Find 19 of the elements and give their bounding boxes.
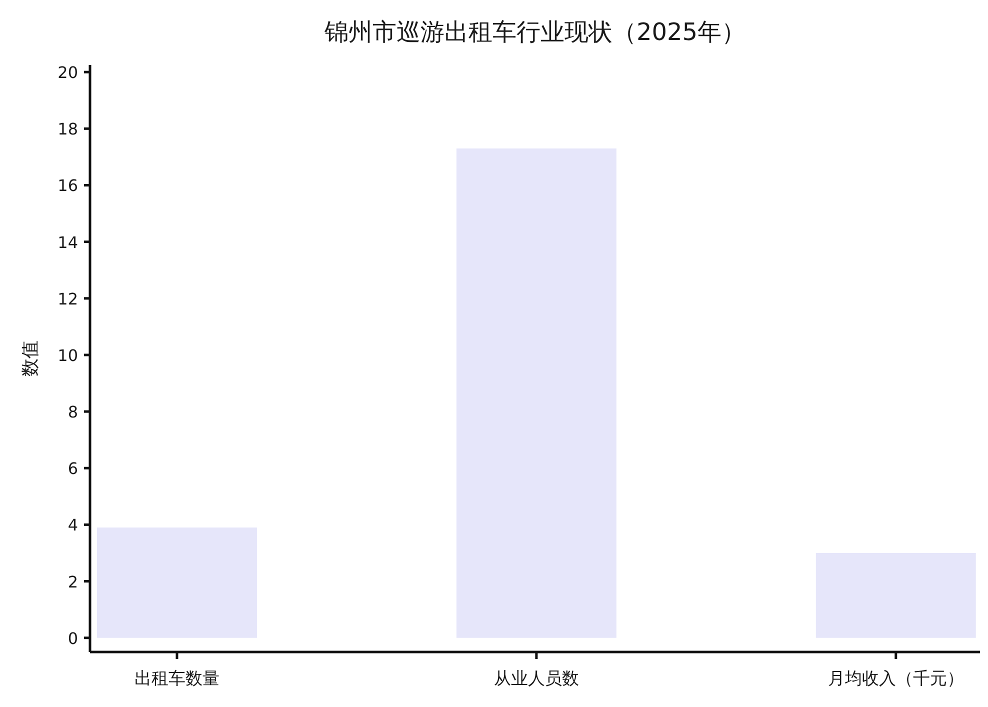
y-tick-label: 16 [58,176,78,196]
x-tick-label: 从业人员数 [494,669,579,689]
y-tick-label: 8 [68,402,78,422]
bar [456,148,616,638]
y-tick-label: 20 [58,63,78,82]
y-tick-label: 18 [58,120,78,139]
y-axis-title: 数值 [20,340,41,376]
y-tick-label: 0 [68,628,78,648]
y-tick-label: 14 [58,232,78,252]
y-tick-label: 6 [68,459,78,478]
bar [816,552,976,638]
y-tick-label: 2 [68,572,78,592]
bar [97,528,257,638]
x-tick-label: 月均收入（千元） [828,669,964,689]
y-tick-label: 4 [68,516,78,535]
chart-title: 锦州市巡游出租车行业现状（2025年） [323,18,746,46]
y-tick-label: 10 [58,346,78,365]
x-tick-label: 出租车数量 [134,669,220,689]
y-tick-label: 12 [58,289,78,308]
